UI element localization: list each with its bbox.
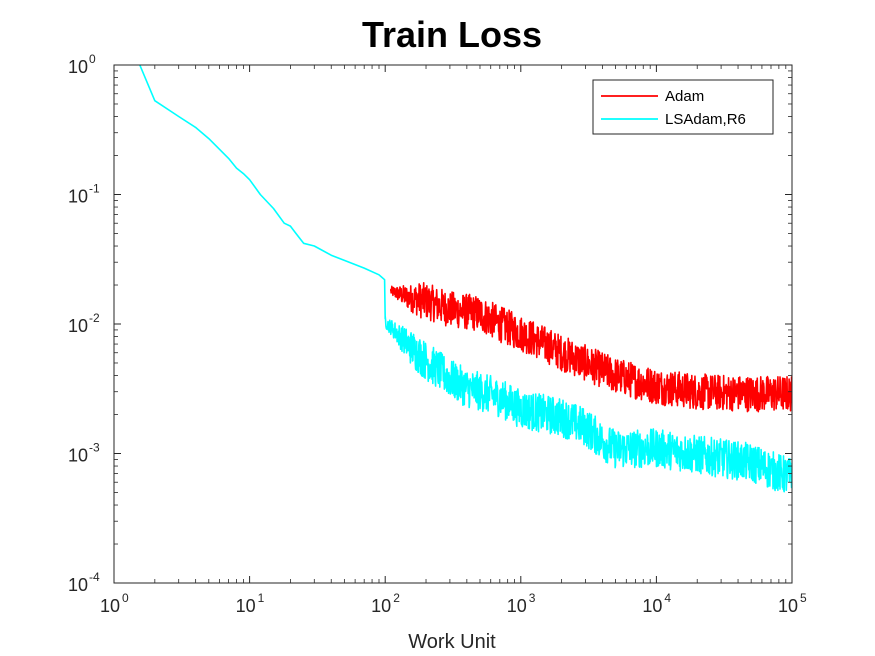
y-tick-exponent: -2 <box>89 311 100 325</box>
y-tick-label: 10 <box>68 446 88 466</box>
x-tick-label: 10 <box>100 596 120 616</box>
y-tick-label: 10 <box>68 57 88 77</box>
plot-frame <box>113 64 793 584</box>
x-tick-label: 10 <box>507 596 527 616</box>
series-line <box>139 65 792 493</box>
x-tick-label: 10 <box>236 596 256 616</box>
legend-label: Adam <box>665 88 704 105</box>
x-tick-exponent: 1 <box>258 591 265 605</box>
x-tick-exponent: 4 <box>664 591 671 605</box>
series-line <box>390 281 792 413</box>
series-layer <box>139 65 792 493</box>
legend-label: LSAdam,R6 <box>665 111 746 128</box>
x-tick-label: 10 <box>642 596 662 616</box>
x-tick-exponent: 2 <box>393 591 400 605</box>
chart-title: Train Loss <box>362 14 542 55</box>
tick-labels: 10 0 10 1 10 2 10 3 10 4 10 510 010 -110 -210 -310 -4 <box>68 52 807 616</box>
axes <box>113 64 793 584</box>
x-tick-exponent: 0 <box>122 591 129 605</box>
series-lsadam-r6 <box>139 65 792 493</box>
y-tick-exponent: -4 <box>89 570 100 584</box>
legend-box <box>592 79 774 135</box>
x-tick-label: 10 <box>371 596 391 616</box>
y-tick-exponent: -3 <box>89 441 100 455</box>
x-tick-exponent: 5 <box>800 591 807 605</box>
legend: Adam LSAdam,R6 <box>592 79 774 135</box>
series-adam <box>390 281 792 413</box>
y-tick-label: 10 <box>68 187 88 207</box>
y-tick-exponent: 0 <box>89 52 96 66</box>
y-tick-exponent: -1 <box>89 182 100 196</box>
y-tick-label: 10 <box>68 316 88 336</box>
x-axis-label: Work Unit <box>408 631 496 653</box>
x-tick-exponent: 3 <box>529 591 536 605</box>
y-tick-label: 10 <box>68 575 88 595</box>
x-tick-label: 10 <box>778 596 798 616</box>
